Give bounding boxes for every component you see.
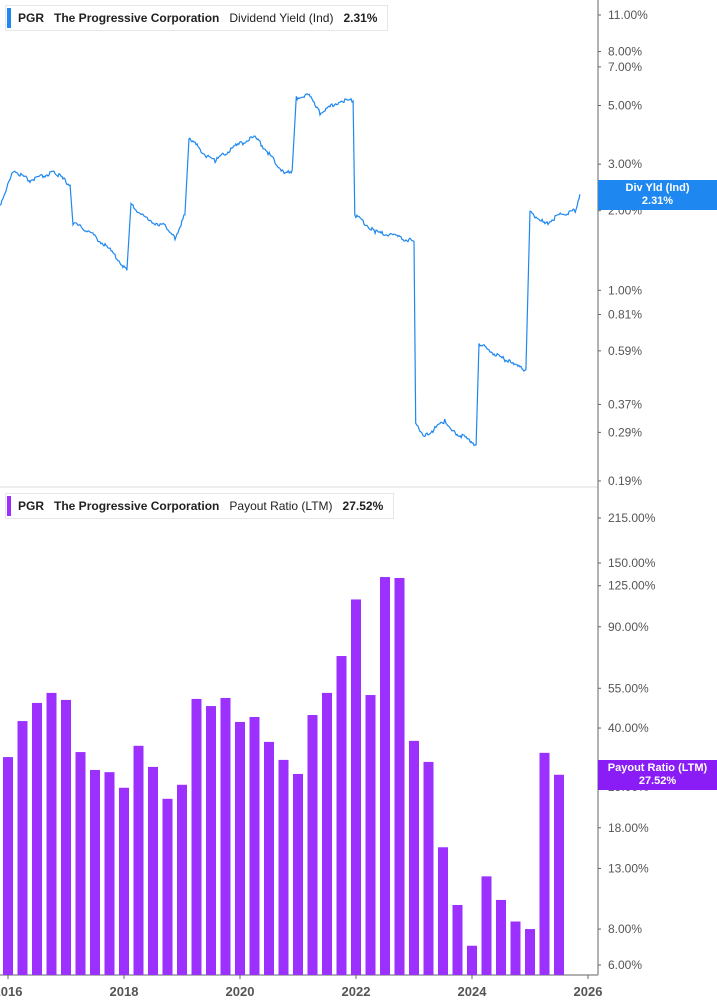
- yield-last-value-tag: Div Yld (Ind) 2.31%: [598, 180, 717, 210]
- payout-bar: [148, 766, 158, 975]
- payout-last-value-tag: Payout Ratio (LTM) 27.52%: [598, 760, 717, 790]
- payout-bar: [162, 798, 173, 975]
- payout-bar: [32, 702, 42, 975]
- y-tick-label: 125.00%: [608, 579, 656, 593]
- y-tick-label: 0.37%: [608, 397, 642, 411]
- dividend-yield-line: [0, 93, 581, 447]
- y-tick-label: 0.29%: [608, 425, 642, 439]
- tag-label: Div Yld (Ind): [625, 182, 690, 194]
- payout-bar: [467, 945, 477, 975]
- payout-bar: [75, 752, 86, 975]
- y-tick-label: 8.00%: [608, 922, 642, 936]
- y-tick-label: 40.00%: [608, 721, 649, 735]
- y-tick-label: 8.00%: [608, 45, 642, 59]
- y-tick-label: 5.00%: [608, 99, 642, 113]
- legend-metric: Dividend Yield (Ind): [229, 11, 334, 25]
- payout-bar: [351, 599, 361, 975]
- yield-swatch: [7, 8, 11, 28]
- payout-bar: [206, 706, 216, 975]
- payout-bar: [554, 774, 564, 975]
- payout-bar: [191, 698, 202, 975]
- payout-bar: [380, 577, 390, 975]
- x-tick-label: 2018: [110, 984, 139, 999]
- x-tick-label: 2026: [574, 984, 603, 999]
- payout-bar: [481, 876, 492, 975]
- x-tick-label: 2024: [458, 984, 488, 999]
- bottom-legend: PGR The Progressive Corporation Payout R…: [5, 493, 395, 519]
- payout-bar: [525, 929, 535, 975]
- tag-value: 2.31%: [641, 195, 674, 207]
- y-tick-label: 1.00%: [608, 283, 642, 297]
- y-tick-label: 0.81%: [608, 307, 642, 321]
- tag-label: Payout Ratio (LTM): [607, 762, 708, 774]
- tag-value: 27.52%: [638, 775, 677, 787]
- x-tick-label: 2020: [226, 984, 255, 999]
- payout-bar: [394, 577, 405, 975]
- payout-bar: [119, 787, 129, 975]
- payout-bar: [438, 847, 448, 975]
- x-tick-label: 2016: [0, 984, 22, 999]
- payout-bar: [293, 773, 303, 975]
- payout-swatch: [7, 496, 11, 516]
- payout-bar: [510, 921, 521, 975]
- payout-bar: [249, 717, 260, 975]
- payout-bar: [17, 721, 28, 975]
- payout-bar: [307, 715, 318, 975]
- legend-metric: Payout Ratio (LTM): [229, 499, 333, 513]
- payout-bar: [235, 721, 245, 975]
- payout-bar: [90, 769, 100, 975]
- y-tick-label: 3.00%: [608, 157, 642, 171]
- payout-bar: [423, 761, 434, 975]
- y-tick-label: 0.59%: [608, 344, 642, 358]
- legend-value: 2.31%: [343, 11, 378, 25]
- payout-bar: [409, 740, 419, 975]
- payout-bar: [496, 899, 506, 975]
- payout-bar: [365, 695, 376, 975]
- payout-bar: [133, 745, 144, 975]
- payout-bar: [336, 656, 347, 975]
- payout-bar: [177, 784, 187, 975]
- legend-company: The Progressive Corporation: [54, 11, 220, 25]
- y-tick-label: 215.00%: [608, 511, 656, 525]
- y-tick-label: 90.00%: [608, 620, 649, 634]
- payout-bar: [46, 692, 57, 975]
- payout-bar: [322, 692, 332, 975]
- payout-bar: [3, 757, 13, 975]
- top-legend: PGR The Progressive Corporation Dividend…: [5, 5, 389, 31]
- x-tick-label: 2022: [342, 984, 371, 999]
- legend-value: 27.52%: [342, 499, 384, 513]
- payout-bar: [539, 752, 550, 975]
- y-tick-label: 7.00%: [608, 60, 642, 74]
- y-tick-label: 18.00%: [608, 821, 649, 835]
- payout-bar: [452, 905, 463, 975]
- payout-bar: [61, 699, 71, 975]
- legend-ticker: PGR: [18, 499, 45, 513]
- y-tick-label: 55.00%: [608, 681, 649, 695]
- payout-bar: [104, 772, 115, 975]
- legend-ticker: PGR: [18, 11, 45, 25]
- legend-company: The Progressive Corporation: [54, 499, 220, 513]
- y-tick-label: 150.00%: [608, 556, 656, 570]
- y-tick-label: 11.00%: [608, 8, 648, 22]
- payout-bar: [278, 759, 289, 975]
- y-tick-label: 13.00%: [608, 861, 649, 875]
- payout-bar: [264, 741, 274, 975]
- payout-bar: [220, 697, 231, 975]
- y-tick-label: 6.00%: [608, 958, 642, 972]
- y-tick-label: 0.19%: [608, 474, 642, 488]
